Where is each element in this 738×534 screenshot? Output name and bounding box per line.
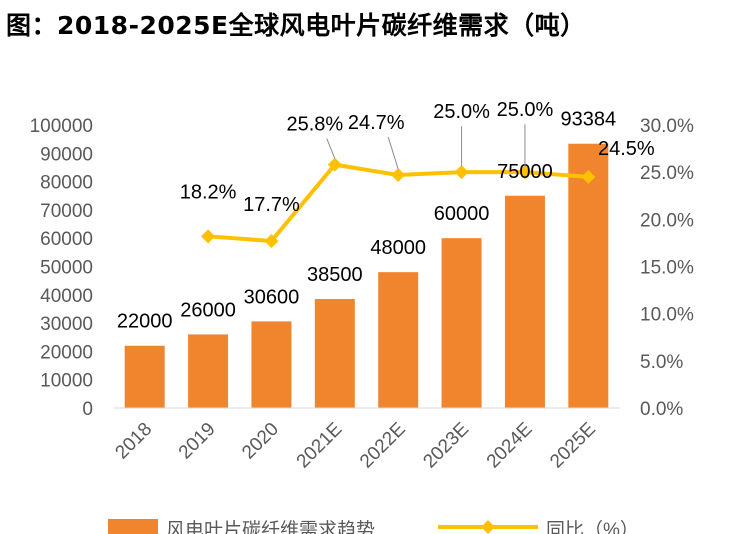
legend-line-marker: [481, 520, 495, 534]
bar-value-label: 48000: [370, 237, 426, 259]
bar-value-label: 26000: [180, 299, 236, 321]
bar-2024E: [504, 195, 545, 408]
yoy-marker-2023E: [454, 165, 469, 180]
yoy-value-label: 24.5%: [598, 138, 655, 160]
line-layer: [201, 157, 596, 249]
legend-bar-label: 风电叶片碳纤维需求趋势: [166, 519, 375, 534]
yoy-value-label: 25.0%: [497, 99, 554, 121]
yoy-marker-2021E: [327, 157, 342, 172]
bar-value-label: 60000: [434, 203, 490, 225]
y-right-tick-label: 10.0%: [640, 305, 694, 326]
x-tick-label: 2019: [175, 419, 220, 464]
bars-layer: [124, 143, 609, 409]
y-right-tick-label: 30.0%: [640, 116, 694, 137]
legend: 风电叶片碳纤维需求趋势 同比（%）: [108, 519, 639, 534]
bar-2023E: [441, 238, 482, 408]
y-left-tick-label: 30000: [40, 314, 93, 335]
legend-line-label: 同比（%）: [546, 519, 639, 534]
yoy-value-label: 17.7%: [243, 194, 300, 216]
label-leader-line: [387, 136, 399, 170]
yoy-value-label: 25.8%: [286, 114, 343, 136]
bar-2020: [251, 321, 292, 408]
y-right-tick-label: 5.0%: [640, 352, 683, 373]
bar-2018: [124, 345, 165, 408]
yoy-marker-2019: [201, 229, 216, 244]
y-right-tick-label: 0.0%: [640, 399, 683, 420]
y-right-tick-label: 25.0%: [640, 163, 694, 184]
bar-value-label: 93384: [561, 109, 617, 131]
bar-value-label: 22000: [117, 311, 173, 333]
bar-value-label: 75000: [497, 161, 553, 183]
y-left-tick-label: 80000: [40, 173, 93, 194]
yoy-marker-2024E: [517, 165, 532, 180]
bar-value-label: 30600: [244, 286, 300, 308]
chart-title: 图：2018-2025E全球风电叶片碳纤维需求（吨）: [6, 11, 586, 40]
yoy-value-label: 24.7%: [348, 112, 405, 134]
bar-2022E: [378, 272, 419, 408]
bar-2021E: [314, 299, 355, 408]
bar-value-label: 38500: [307, 264, 363, 286]
x-tick-label: 2018: [111, 419, 156, 464]
y-right-tick-label: 15.0%: [640, 258, 694, 279]
y-left-tick-label: 0: [82, 399, 93, 420]
y-left-tick-label: 10000: [40, 371, 93, 392]
y-left-tick-label: 20000: [40, 342, 93, 363]
y-left-tick-label: 40000: [40, 286, 93, 307]
yoy-marker-2020: [264, 234, 279, 249]
label-leader-line: [326, 138, 336, 159]
x-tick-label: 2024E: [483, 419, 537, 473]
y-left-tick-label: 50000: [40, 258, 93, 279]
y-left-tick-label: 60000: [40, 229, 93, 250]
yoy-marker-2022E: [391, 167, 406, 182]
yoy-value-label: 25.0%: [433, 101, 490, 123]
y-left-tick-label: 70000: [40, 201, 93, 222]
legend-bar-swatch: [108, 519, 158, 534]
bar-2025E: [568, 143, 609, 409]
yoy-marker-2025E: [581, 169, 596, 184]
bar-2019: [188, 334, 229, 408]
x-tick-label: 2025E: [546, 419, 600, 473]
x-tick-label: 2022E: [356, 419, 410, 473]
y-left-tick-label: 100000: [30, 116, 93, 137]
y-right-tick-label: 20.0%: [640, 210, 694, 231]
x-tick-label: 2021E: [293, 419, 347, 473]
x-tick-label: 2023E: [419, 419, 473, 473]
x-tick-label: 2020: [238, 419, 283, 464]
yoy-value-label: 18.2%: [180, 181, 237, 203]
labels-layer: 22000 26000 30600 38500 48000 60000 75000 93384…: [117, 99, 655, 333]
y-left-tick-label: 90000: [40, 144, 93, 165]
